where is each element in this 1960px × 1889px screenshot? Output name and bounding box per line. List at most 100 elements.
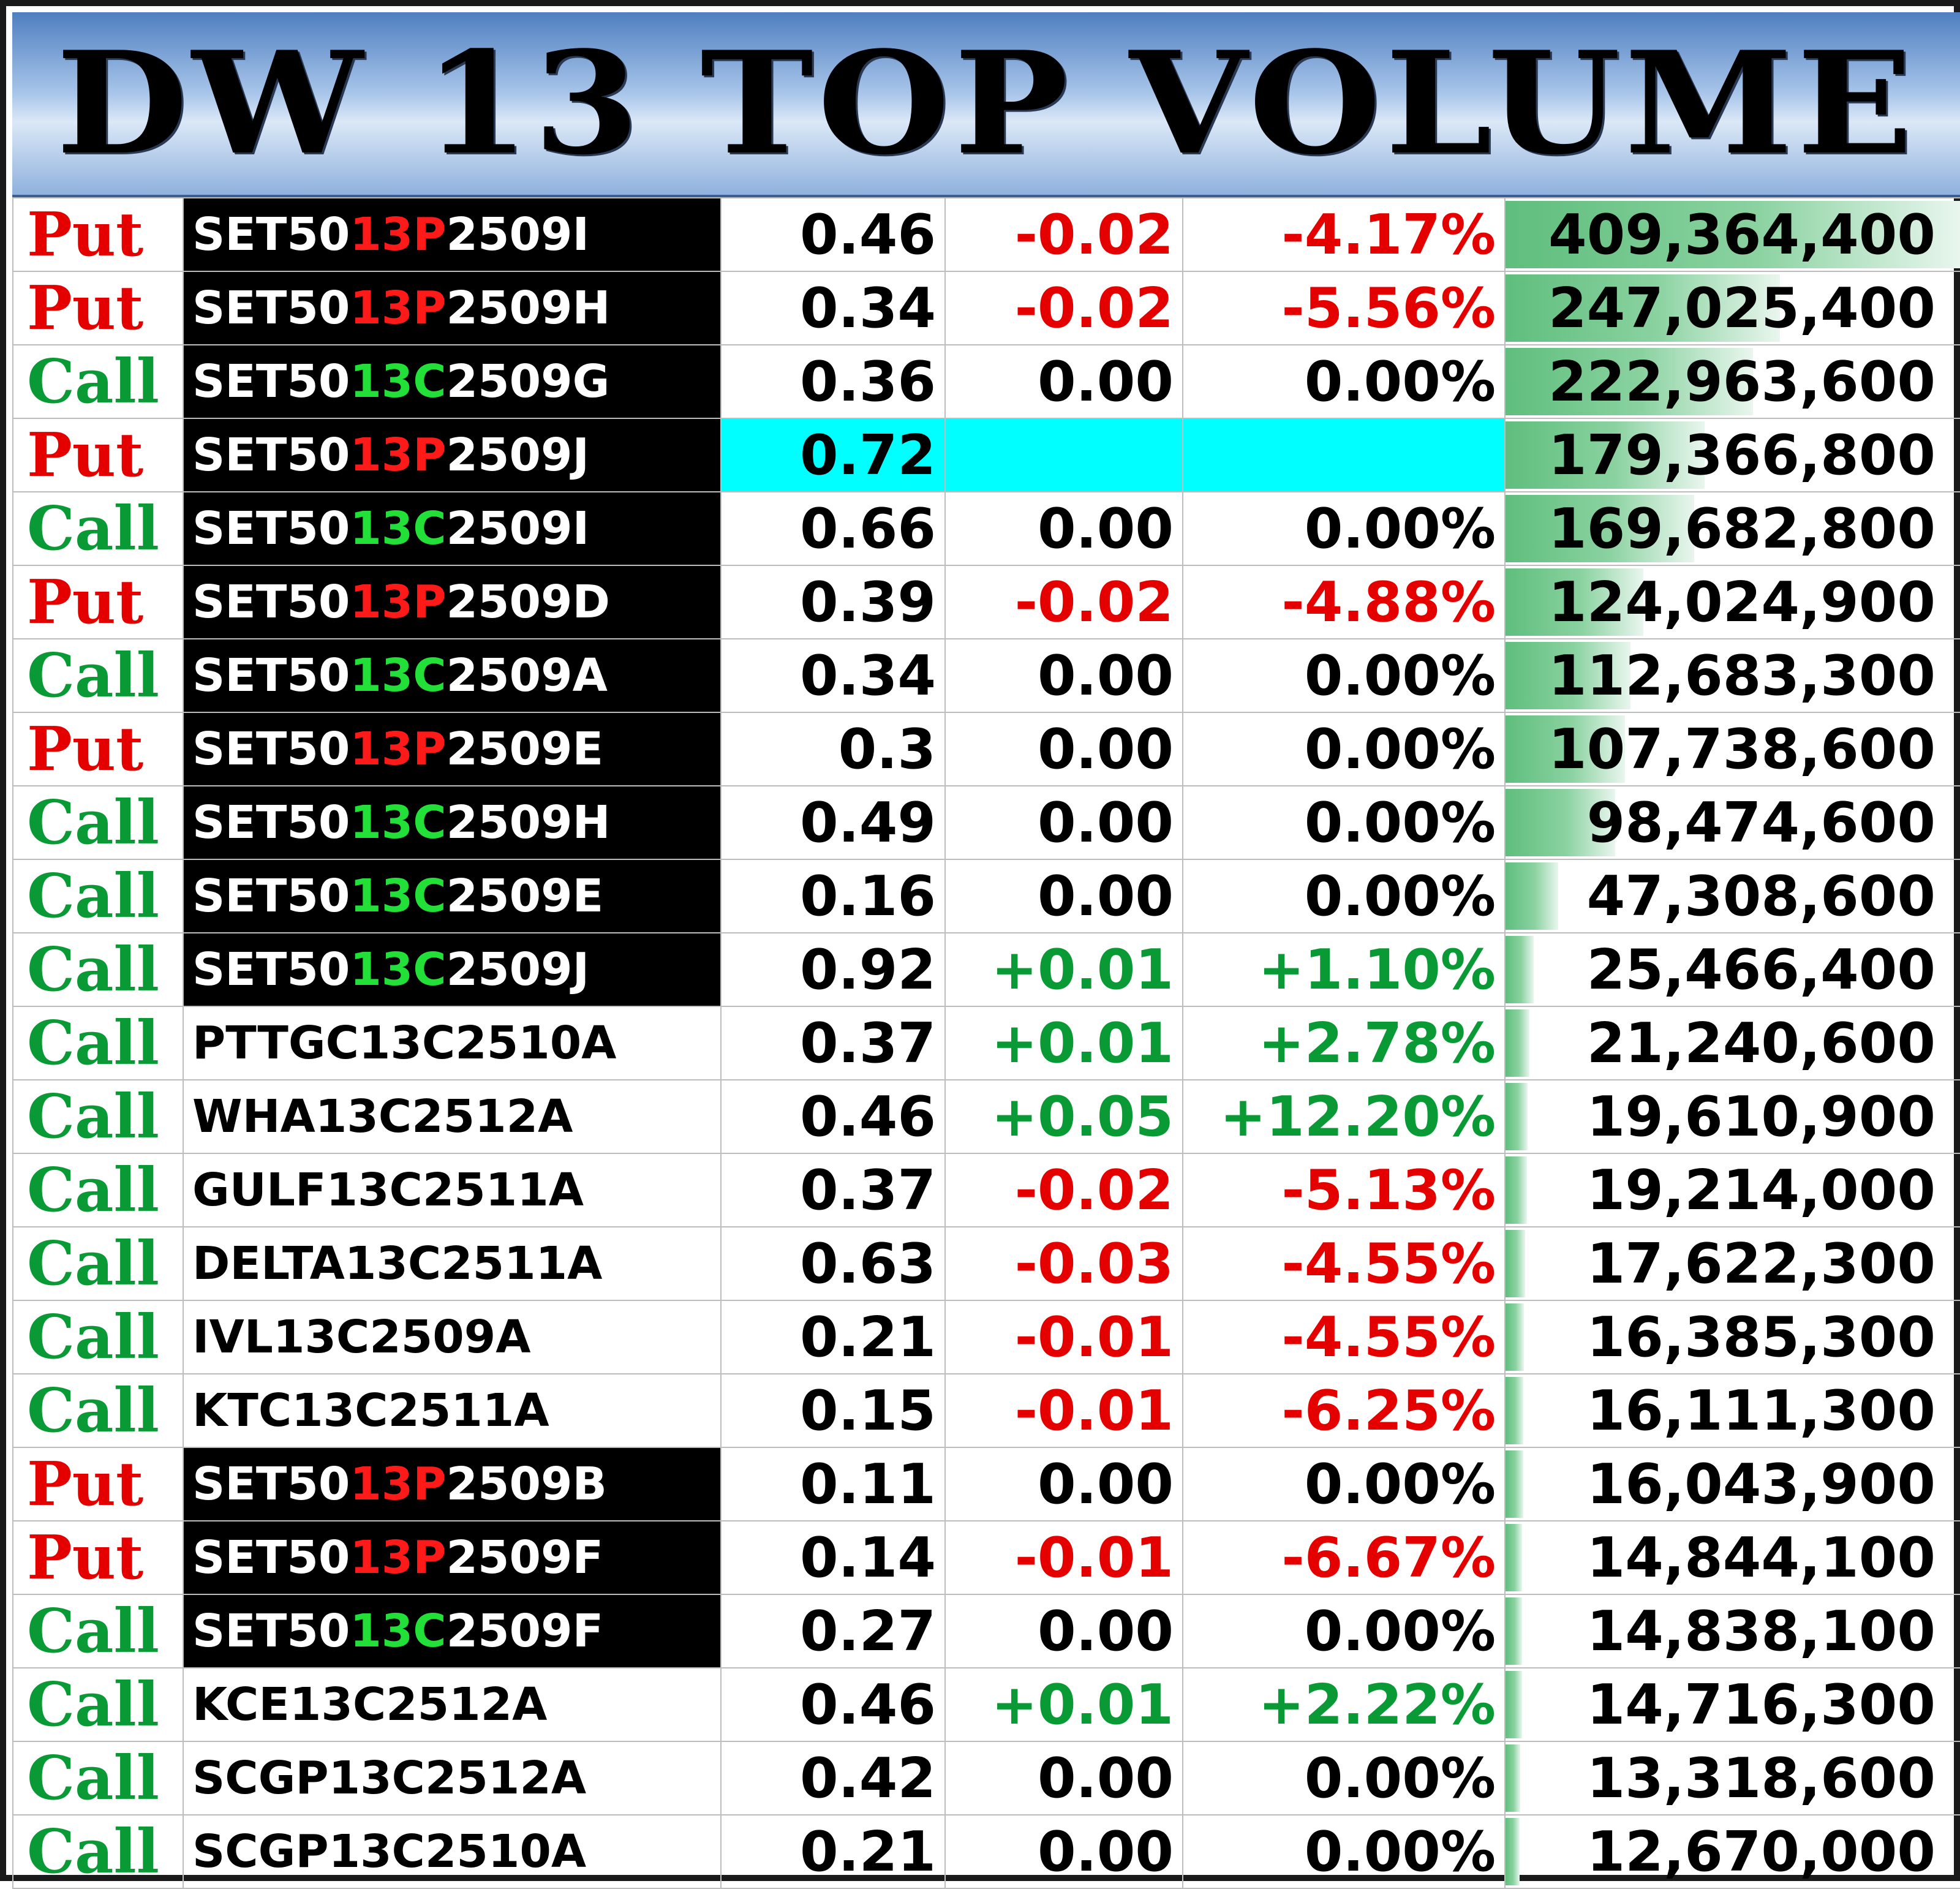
volume-data-bar <box>1506 1156 1527 1224</box>
table-row: Call SET5013C2509E 0.16 0.00 0.00% 47,308,600 <box>12 859 1960 933</box>
table-row: Call SET5013C2509H 0.49 0.00 0.00% 98,474,600 <box>12 785 1960 860</box>
symbol-suffix: 2509F <box>446 1605 604 1657</box>
option-type: Call <box>12 491 184 566</box>
price-change: +0.05 <box>944 1079 1183 1154</box>
percent-change: 0.00% <box>1182 1741 1506 1815</box>
symbol-cell: SET5013C2509F <box>183 1594 722 1668</box>
percent-change: 0.00% <box>1182 638 1506 713</box>
symbol-series: 13C <box>350 943 447 996</box>
table-row: Put SET5013P2509D 0.39 -0.02 -4.88% 124,024,9… <box>12 565 1960 639</box>
volume-data-bar <box>1506 1818 1520 1885</box>
symbol-cell: SET5013C2509H <box>183 785 722 860</box>
percent-change: -4.17% <box>1182 197 1506 272</box>
table-row: Put SET5013P2509J 0.72 179,366,800 <box>12 418 1960 492</box>
table-row: Call SET5013C2509G 0.36 0.00 0.00% 222,963,60… <box>12 344 1960 419</box>
option-type: Call <box>12 932 184 1007</box>
symbol-series: 13C <box>350 502 447 555</box>
symbol-cell: SET5013P2509J <box>183 418 722 492</box>
last-price: 0.37 <box>720 1153 946 1227</box>
percent-change: 0.00% <box>1182 1594 1506 1668</box>
last-price: 0.14 <box>720 1520 946 1595</box>
symbol-prefix: KCE13C2512A <box>192 1678 548 1731</box>
symbol-suffix: 2509D <box>446 576 610 628</box>
price-change: +0.01 <box>944 1667 1183 1742</box>
option-type: Call <box>12 1006 184 1080</box>
last-price: 0.21 <box>720 1814 946 1889</box>
symbol-series: 13C <box>350 1605 447 1657</box>
volume-cell: 17,622,300 <box>1504 1226 1960 1301</box>
volume-data-bar <box>1506 936 1534 1003</box>
symbol-cell: SET5013P2509B <box>183 1447 722 1521</box>
table-row: Call WHA13C2512A 0.46 +0.05 +12.20% 19,610,90… <box>12 1079 1960 1154</box>
last-price: 0.46 <box>720 1079 946 1154</box>
volume-data-bar <box>1506 862 1558 930</box>
last-price: 0.36 <box>720 344 946 419</box>
volume-data-bar <box>1506 1303 1524 1371</box>
price-change <box>944 418 1183 492</box>
volume-table: Put SET5013P2509I 0.46 -0.02 -4.17% 409,364,4… <box>12 197 1960 1889</box>
symbol-cell: GULF13C2511A <box>183 1153 722 1227</box>
volume-cell: 16,111,300 <box>1504 1373 1960 1448</box>
volume-data-bar <box>1506 1744 1521 1812</box>
last-price: 0.27 <box>720 1594 946 1668</box>
percent-change: -4.55% <box>1182 1226 1506 1301</box>
symbol-series: 13P <box>350 282 447 334</box>
symbol-prefix: IVL13C2509A <box>192 1311 531 1363</box>
symbol-prefix: SCGP13C2512A <box>192 1752 587 1804</box>
volume-value: 169,682,800 <box>1548 496 1936 561</box>
option-type: Call <box>12 1226 184 1301</box>
volume-value: 21,240,600 <box>1586 1011 1936 1076</box>
price-change: 0.00 <box>944 1447 1183 1521</box>
symbol-suffix: 2509E <box>446 870 604 922</box>
option-type: Call <box>12 1814 184 1889</box>
symbol-prefix: SET50 <box>192 282 350 334</box>
percent-change: 0.00% <box>1182 859 1506 933</box>
price-change: +0.01 <box>944 1006 1183 1080</box>
volume-value: 14,844,100 <box>1586 1525 1936 1590</box>
option-type: Put <box>12 1520 184 1595</box>
symbol-prefix: SET50 <box>192 1531 350 1584</box>
option-type: Call <box>12 859 184 933</box>
volume-value: 47,308,600 <box>1586 864 1936 929</box>
volume-cell: 19,214,000 <box>1504 1153 1960 1227</box>
symbol-prefix: SET50 <box>192 1605 350 1657</box>
option-type: Put <box>12 1447 184 1521</box>
symbol-prefix: SET50 <box>192 355 350 408</box>
option-type: Put <box>12 197 184 272</box>
volume-cell: 14,844,100 <box>1504 1520 1960 1595</box>
table-row: Put SET5013P2509I 0.46 -0.02 -4.17% 409,364,4… <box>12 197 1960 272</box>
symbol-cell: SET5013P2509D <box>183 565 722 639</box>
option-type: Call <box>12 1300 184 1374</box>
table-row: Call DELTA13C2511A 0.63 -0.03 -4.55% 17,622,3… <box>12 1226 1960 1301</box>
percent-change: 0.00% <box>1182 491 1506 566</box>
symbol-prefix: SET50 <box>192 208 350 261</box>
volume-data-bar <box>1506 274 1780 342</box>
table-row: Call GULF13C2511A 0.37 -0.02 -5.13% 19,214,00… <box>12 1153 1960 1227</box>
symbol-cell: IVL13C2509A <box>183 1300 722 1374</box>
volume-cell: 19,610,900 <box>1504 1079 1960 1154</box>
price-change: -0.02 <box>944 271 1183 345</box>
price-change: -0.01 <box>944 1520 1183 1595</box>
volume-cell: 13,318,600 <box>1504 1741 1960 1815</box>
symbol-series: 13P <box>350 723 447 775</box>
symbol-prefix: SET50 <box>192 649 350 702</box>
option-type: Call <box>12 1373 184 1448</box>
volume-cell: 179,366,800 <box>1504 418 1960 492</box>
symbol-prefix: SET50 <box>192 502 350 555</box>
percent-change: -6.25% <box>1182 1373 1506 1448</box>
volume-value: 16,043,900 <box>1586 1452 1936 1517</box>
symbol-prefix: SET50 <box>192 723 350 775</box>
volume-data-bar <box>1506 348 1754 415</box>
price-change: 0.00 <box>944 859 1183 933</box>
volume-data-bar <box>1506 201 1959 268</box>
volume-cell: 112,683,300 <box>1504 638 1960 713</box>
symbol-prefix: GULF13C2511A <box>192 1164 584 1216</box>
table-row: Call SET5013C2509I 0.66 0.00 0.00% 169,682,80… <box>12 491 1960 566</box>
symbol-suffix: 2509I <box>446 502 590 555</box>
percent-change: -5.13% <box>1182 1153 1506 1227</box>
symbol-cell: SET5013P2509F <box>183 1520 722 1595</box>
volume-value: 98,474,600 <box>1586 790 1936 855</box>
volume-cell: 222,963,600 <box>1504 344 1960 419</box>
volume-data-bar <box>1506 1671 1522 1738</box>
